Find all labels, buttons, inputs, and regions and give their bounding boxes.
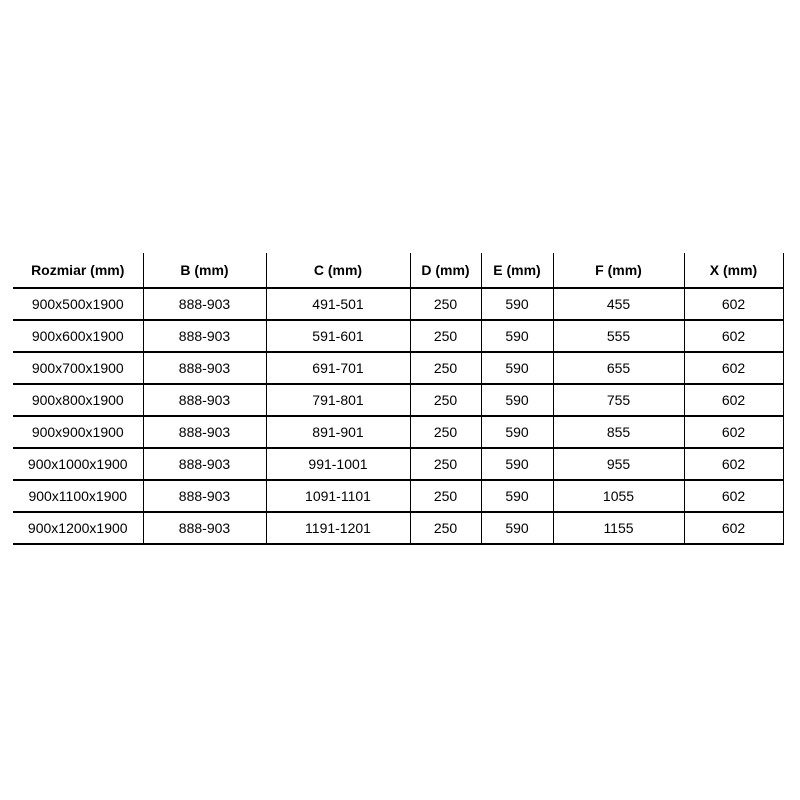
table-cell: 888-903 bbox=[142, 351, 267, 385]
column-header-c: C (mm) bbox=[265, 253, 411, 289]
table-row: 900x1200x1900 888-903 1191-1201 250 590 … bbox=[13, 511, 784, 545]
table-cell: 602 bbox=[683, 287, 784, 321]
table-row: 900x500x1900 888-903 491-501 250 590 455… bbox=[13, 287, 784, 321]
table-cell: 888-903 bbox=[142, 287, 267, 321]
table-row: 900x900x1900 888-903 891-901 250 590 855… bbox=[13, 415, 784, 449]
table-cell: 900x900x1900 bbox=[13, 415, 144, 449]
column-header-rozmiar: Rozmiar (mm) bbox=[13, 253, 144, 289]
table-cell: 602 bbox=[683, 479, 784, 513]
table-cell: 590 bbox=[480, 415, 554, 449]
table-cell: 900x1000x1900 bbox=[13, 447, 144, 481]
table-cell: 691-701 bbox=[265, 351, 411, 385]
dimensions-table: Rozmiar (mm) B (mm) C (mm) D (mm) E (mm)… bbox=[13, 253, 784, 545]
table-cell: 888-903 bbox=[142, 383, 267, 417]
table-cell: 250 bbox=[409, 287, 482, 321]
table-row: 900x700x1900 888-903 691-701 250 590 655… bbox=[13, 351, 784, 385]
column-header-b: B (mm) bbox=[142, 253, 267, 289]
table-cell: 1055 bbox=[552, 479, 685, 513]
table-cell: 491-501 bbox=[265, 287, 411, 321]
column-header-f: F (mm) bbox=[552, 253, 685, 289]
table-cell: 602 bbox=[683, 319, 784, 353]
table-cell: 250 bbox=[409, 383, 482, 417]
table-cell: 1191-1201 bbox=[265, 511, 411, 545]
table-cell: 602 bbox=[683, 415, 784, 449]
table-cell: 590 bbox=[480, 287, 554, 321]
column-header-d: D (mm) bbox=[409, 253, 482, 289]
table-cell: 791-801 bbox=[265, 383, 411, 417]
table-cell: 602 bbox=[683, 383, 784, 417]
table-cell: 1091-1101 bbox=[265, 479, 411, 513]
table-row: 900x800x1900 888-903 791-801 250 590 755… bbox=[13, 383, 784, 417]
table-cell: 888-903 bbox=[142, 319, 267, 353]
table-cell: 891-901 bbox=[265, 415, 411, 449]
table-cell: 602 bbox=[683, 351, 784, 385]
table-row: 900x1100x1900 888-903 1091-1101 250 590 … bbox=[13, 479, 784, 513]
table-cell: 250 bbox=[409, 447, 482, 481]
table-cell: 591-601 bbox=[265, 319, 411, 353]
table-cell: 655 bbox=[552, 351, 685, 385]
table-cell: 250 bbox=[409, 479, 482, 513]
table-cell: 888-903 bbox=[142, 447, 267, 481]
table-cell: 888-903 bbox=[142, 511, 267, 545]
table-cell: 590 bbox=[480, 319, 554, 353]
table-cell: 590 bbox=[480, 383, 554, 417]
table-cell: 955 bbox=[552, 447, 685, 481]
table-cell: 602 bbox=[683, 447, 784, 481]
table-cell: 755 bbox=[552, 383, 685, 417]
table-cell: 250 bbox=[409, 511, 482, 545]
table-row: 900x600x1900 888-903 591-601 250 590 555… bbox=[13, 319, 784, 353]
table-cell: 590 bbox=[480, 511, 554, 545]
table-cell: 900x600x1900 bbox=[13, 319, 144, 353]
table-cell: 250 bbox=[409, 415, 482, 449]
table-cell: 900x1100x1900 bbox=[13, 479, 144, 513]
table-cell: 991-1001 bbox=[265, 447, 411, 481]
table-cell: 900x1200x1900 bbox=[13, 511, 144, 545]
table-cell: 888-903 bbox=[142, 479, 267, 513]
table-cell: 900x700x1900 bbox=[13, 351, 144, 385]
table-cell: 555 bbox=[552, 319, 685, 353]
column-header-x: X (mm) bbox=[683, 253, 784, 289]
table-header-row: Rozmiar (mm) B (mm) C (mm) D (mm) E (mm)… bbox=[13, 253, 784, 289]
table-cell: 900x800x1900 bbox=[13, 383, 144, 417]
table-cell: 900x500x1900 bbox=[13, 287, 144, 321]
table-cell: 590 bbox=[480, 479, 554, 513]
table-cell: 590 bbox=[480, 447, 554, 481]
table-cell: 602 bbox=[683, 511, 784, 545]
table-cell: 1155 bbox=[552, 511, 685, 545]
table-cell: 455 bbox=[552, 287, 685, 321]
table-cell: 590 bbox=[480, 351, 554, 385]
table-cell: 888-903 bbox=[142, 415, 267, 449]
table-cell: 855 bbox=[552, 415, 685, 449]
table-cell: 250 bbox=[409, 351, 482, 385]
column-header-e: E (mm) bbox=[480, 253, 554, 289]
table-cell: 250 bbox=[409, 319, 482, 353]
table-row: 900x1000x1900 888-903 991-1001 250 590 9… bbox=[13, 447, 784, 481]
